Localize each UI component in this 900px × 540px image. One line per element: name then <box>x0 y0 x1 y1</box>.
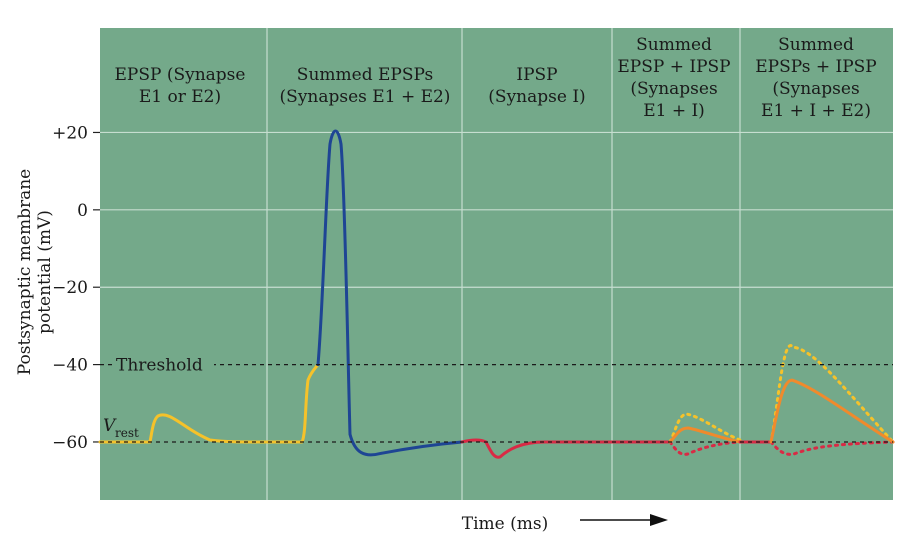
panel-title-3-line-1: EPSP + IPSP <box>617 57 730 77</box>
y-tick-label-3: −40 <box>52 356 88 376</box>
threshold-label-bg <box>113 353 214 376</box>
trace-ipsp-alone-4 <box>668 440 742 456</box>
panel-title-3-line-0: Summed <box>636 35 712 55</box>
panel-title-0-line-1: E1 or E2) <box>139 87 221 107</box>
panel-title-2-line-0: IPSP <box>516 65 557 85</box>
trace-ipsp <box>460 438 614 459</box>
panel-title-4-line-2: (Synapses <box>772 79 859 99</box>
plot-background <box>100 28 893 500</box>
panel-title-4-line-1: EPSPs + IPSP <box>755 57 877 77</box>
panel-title-3-line-2: (Synapses <box>630 79 717 99</box>
y-axis-label-line-0: Postsynaptic membrane <box>15 169 35 375</box>
panel-title-0-line-0: EPSP (Synapse <box>115 65 246 85</box>
trace-summed-4 <box>668 426 742 444</box>
panel-title-3-line-3: E1 + I) <box>643 101 705 121</box>
trace-ipsp-alone-5 <box>769 440 895 456</box>
trace-summed-5 <box>769 378 895 444</box>
y-tick-label-0: +20 <box>52 123 88 143</box>
panel-title-1-line-1: (Synapses E1 + E2) <box>280 87 451 107</box>
time-arrow <box>580 514 668 526</box>
threshold-label: Threshold <box>116 356 203 376</box>
x-axis-label: Time (ms) <box>462 514 548 534</box>
reference-lines: Threshold V rest <box>100 353 893 443</box>
panel-title-2-line-1: (Synapse I) <box>488 87 585 107</box>
y-tick-label-2: −20 <box>52 278 88 298</box>
grid <box>100 28 893 500</box>
y-axis: +20 0 −20 −40 −60 Postsynaptic membranepotent… <box>15 123 100 453</box>
panel-title-4-line-3: E1 + I + E2) <box>761 101 871 121</box>
panel-title-1-line-0: Summed EPSPs <box>297 65 433 85</box>
trace-summed-epsp <box>265 363 320 444</box>
y-axis-label: Postsynaptic membranepotential (mV) <box>15 169 55 375</box>
trace-action-potential <box>316 129 464 457</box>
rest-label: V <box>103 416 117 436</box>
y-tick-label-1: 0 <box>77 201 88 221</box>
rest-label-sub: rest <box>115 426 139 440</box>
panel-title-4-line-0: Summed <box>778 35 854 55</box>
y-tick-label-4: −60 <box>52 433 88 453</box>
y-axis-label-line-1: potential (mV) <box>35 210 55 334</box>
